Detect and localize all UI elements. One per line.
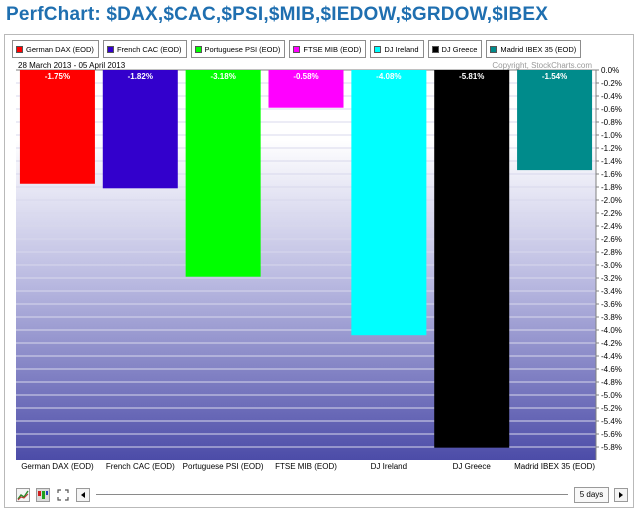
- y-tick-label: -5.4%: [601, 417, 622, 426]
- y-axis-ticks: 0.0% -0.2% -0.4% -0.6% -0.8% -1.0% -1.2% -1.4% -…: [596, 66, 622, 452]
- y-tick-label: 0.0%: [601, 66, 619, 75]
- y-tick-label: -4.6%: [601, 365, 622, 374]
- bar-chart-icon[interactable]: [36, 488, 50, 502]
- fullscreen-icon[interactable]: [56, 488, 70, 502]
- y-tick-label: -1.6%: [601, 170, 622, 179]
- bar-value-label: -1.54%: [542, 72, 567, 81]
- x-tick-label: Madrid IBEX 35 (EOD): [514, 462, 595, 471]
- y-tick-label: -4.2%: [601, 339, 622, 348]
- legend-item[interactable]: Portuguese PSI (EOD): [190, 40, 286, 58]
- bar[interactable]: [19, 70, 95, 184]
- bar[interactable]: [351, 70, 427, 336]
- legend-swatch: [490, 45, 498, 53]
- arrow-left-icon[interactable]: [76, 488, 90, 502]
- y-tick-label: -2.4%: [601, 222, 622, 231]
- legend-swatch: [374, 45, 382, 53]
- y-tick-label: -2.6%: [601, 235, 622, 244]
- bars: -1.75% -1.82% -3.18% -0.58% -4.08% -5.81% -1.5…: [19, 70, 593, 448]
- bar[interactable]: [517, 70, 593, 171]
- y-tick-label: -3.6%: [601, 300, 622, 309]
- x-axis-labels: German DAX (EOD) French CAC (EOD) Portugue…: [21, 462, 595, 471]
- legend-label: Portuguese PSI (EOD): [204, 44, 281, 54]
- y-tick-label: -3.4%: [601, 287, 622, 296]
- x-tick-label: Portuguese PSI (EOD): [183, 462, 264, 471]
- y-tick-label: -3.8%: [601, 313, 622, 322]
- y-tick-label: -3.2%: [601, 274, 622, 283]
- y-tick-label: -5.0%: [601, 391, 622, 400]
- chart-legend: German DAX (EOD) French CAC (EOD) Portugue…: [12, 40, 582, 58]
- y-tick-label: -1.2%: [601, 144, 622, 153]
- y-tick-label: -2.0%: [601, 196, 622, 205]
- legend-label: DJ Ireland: [384, 44, 419, 54]
- y-tick-label: -1.0%: [601, 131, 622, 140]
- bar-value-label: -5.81%: [459, 72, 484, 81]
- legend-item[interactable]: German DAX (EOD): [12, 40, 99, 58]
- y-tick-label: -5.8%: [601, 443, 622, 452]
- x-tick-label: DJ Ireland: [371, 462, 407, 471]
- legend-label: French CAC (EOD): [116, 44, 182, 54]
- arrow-right-icon[interactable]: [614, 488, 628, 502]
- copyright-notice: Copyright, StockCharts.com: [492, 61, 592, 70]
- y-tick-label: -0.2%: [601, 79, 622, 88]
- y-tick-label: -2.8%: [601, 248, 622, 257]
- y-tick-label: -0.6%: [601, 105, 622, 114]
- x-tick-label: DJ Greece: [453, 462, 492, 471]
- period-selector[interactable]: 5 days: [574, 487, 609, 503]
- legend-label: Madrid IBEX 35 (EOD): [500, 44, 577, 54]
- page-title: PerfChart: $DAX,$CAC,$PSI,$MIB,$IEDOW,$G…: [6, 4, 549, 25]
- legend-swatch: [431, 45, 439, 53]
- period-slider[interactable]: [96, 494, 568, 495]
- legend-swatch: [293, 45, 301, 53]
- legend-item[interactable]: Madrid IBEX 35 (EOD): [486, 40, 582, 58]
- x-tick-label: French CAC (EOD): [106, 462, 175, 471]
- legend-label: German DAX (EOD): [26, 44, 94, 54]
- bar-value-label: -4.08%: [376, 72, 401, 81]
- legend-swatch: [106, 45, 114, 53]
- legend-label: DJ Greece: [441, 44, 478, 54]
- y-tick-label: -0.4%: [601, 92, 622, 101]
- y-tick-label: -4.4%: [601, 352, 622, 361]
- bar[interactable]: [102, 70, 178, 189]
- date-range: 28 March 2013 - 05 April 2013: [18, 61, 126, 70]
- bar[interactable]: [268, 70, 344, 108]
- y-tick-label: -5.2%: [601, 404, 622, 413]
- y-tick-label: -2.2%: [601, 209, 622, 218]
- y-tick-label: -4.0%: [601, 326, 622, 335]
- line-chart-icon[interactable]: [16, 488, 30, 502]
- bar[interactable]: [434, 70, 510, 448]
- x-tick-label: FTSE MIB (EOD): [275, 462, 337, 471]
- legend-item[interactable]: DJ Ireland: [370, 40, 424, 58]
- y-tick-label: -1.4%: [601, 157, 622, 166]
- x-tick-label: German DAX (EOD): [21, 462, 94, 471]
- legend-item[interactable]: French CAC (EOD): [102, 40, 187, 58]
- legend-label: FTSE MIB (EOD): [303, 44, 362, 54]
- y-tick-label: -5.6%: [601, 430, 622, 439]
- y-tick-label: -4.8%: [601, 378, 622, 387]
- bar-value-label: -3.18%: [210, 72, 235, 81]
- legend-swatch: [194, 45, 202, 53]
- legend-item[interactable]: FTSE MIB (EOD): [289, 40, 367, 58]
- y-tick-label: -0.8%: [601, 118, 622, 127]
- bar-value-label: -1.75%: [45, 72, 70, 81]
- bar-value-label: -1.82%: [128, 72, 153, 81]
- bar[interactable]: [185, 70, 261, 277]
- bar-value-label: -0.58%: [293, 72, 318, 81]
- legend-swatch: [16, 45, 23, 53]
- legend-item[interactable]: DJ Greece: [427, 40, 483, 58]
- y-tick-label: -3.0%: [601, 261, 622, 270]
- y-tick-label: -1.8%: [601, 183, 622, 192]
